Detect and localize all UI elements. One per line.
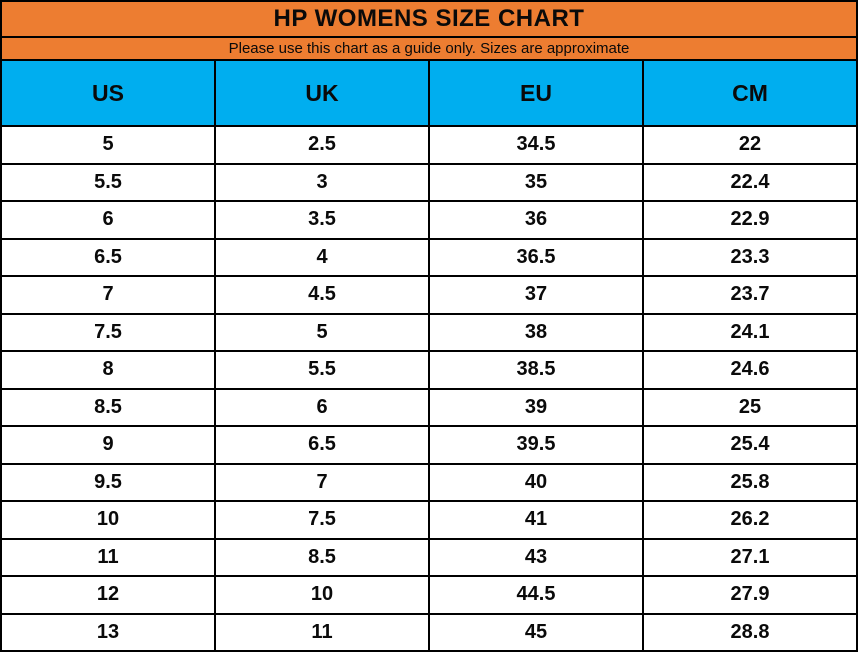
table-cell-eu-row13: 44.5: [430, 577, 642, 613]
table-cell-eu-row9: 39.5: [430, 427, 642, 463]
column-header-us: US: [2, 61, 214, 125]
table-cell-uk-row14: 11: [216, 614, 428, 650]
table-cell-cm-row13: 27.9: [644, 577, 856, 613]
table-cell-cm-row6: 24.1: [644, 314, 856, 350]
page-title: HP WOMENS SIZE CHART: [2, 2, 856, 36]
table-cell-uk-row12: 8.5: [216, 539, 428, 575]
table-cell-eu-row11: 41: [430, 502, 642, 538]
table-cell-uk-row10: 7: [216, 464, 428, 500]
table-cell-eu-row12: 43: [430, 539, 642, 575]
table-cell-us-row9: 9: [2, 427, 214, 463]
table-cell-cm-row7: 24.6: [644, 352, 856, 388]
size-table-grid: US UK EU CM 5 2.5 34.5 22 5.5 3 35 22.4 6 3.5 36 22.9 6.…: [2, 61, 856, 650]
chart-subtitle: Please use this chart as a guide only. S…: [2, 38, 856, 59]
table-cell-uk-row5: 4.5: [216, 277, 428, 313]
table-cell-uk-row11: 7.5: [216, 502, 428, 538]
table-cell-us-row11: 10: [2, 502, 214, 538]
table-cell-eu-row6: 38: [430, 314, 642, 350]
table-cell-us-row2: 5.5: [2, 164, 214, 200]
table-cell-us-row8: 8.5: [2, 389, 214, 425]
table-cell-us-row5: 7: [2, 277, 214, 313]
table-cell-eu-row4: 36.5: [430, 239, 642, 275]
table-cell-us-row3: 6: [2, 202, 214, 238]
table-cell-uk-row6: 5: [216, 314, 428, 350]
table-cell-eu-row3: 36: [430, 202, 642, 238]
table-cell-uk-row8: 6: [216, 389, 428, 425]
table-cell-eu-row2: 35: [430, 164, 642, 200]
table-cell-eu-row1: 34.5: [430, 127, 642, 163]
table-cell-cm-row5: 23.7: [644, 277, 856, 313]
table-cell-cm-row1: 22: [644, 127, 856, 163]
table-cell-uk-row2: 3: [216, 164, 428, 200]
table-cell-us-row14: 13: [2, 614, 214, 650]
table-cell-uk-row13: 10: [216, 577, 428, 613]
table-cell-us-row13: 12: [2, 577, 214, 613]
table-cell-us-row1: 5: [2, 127, 214, 163]
table-cell-cm-row2: 22.4: [644, 164, 856, 200]
table-cell-eu-row8: 39: [430, 389, 642, 425]
column-header-uk: UK: [216, 61, 428, 125]
table-cell-eu-row14: 45: [430, 614, 642, 650]
table-cell-cm-row4: 23.3: [644, 239, 856, 275]
table-cell-uk-row4: 4: [216, 239, 428, 275]
table-cell-uk-row7: 5.5: [216, 352, 428, 388]
column-header-cm: CM: [644, 61, 856, 125]
table-cell-uk-row9: 6.5: [216, 427, 428, 463]
table-cell-cm-row8: 25: [644, 389, 856, 425]
table-cell-uk-row3: 3.5: [216, 202, 428, 238]
table-cell-us-row6: 7.5: [2, 314, 214, 350]
table-cell-cm-row9: 25.4: [644, 427, 856, 463]
table-cell-cm-row10: 25.8: [644, 464, 856, 500]
table-cell-us-row4: 6.5: [2, 239, 214, 275]
column-header-eu: EU: [430, 61, 642, 125]
table-cell-us-row10: 9.5: [2, 464, 214, 500]
table-cell-eu-row10: 40: [430, 464, 642, 500]
table-cell-uk-row1: 2.5: [216, 127, 428, 163]
table-cell-cm-row12: 27.1: [644, 539, 856, 575]
table-cell-us-row12: 11: [2, 539, 214, 575]
table-cell-eu-row7: 38.5: [430, 352, 642, 388]
table-cell-cm-row14: 28.8: [644, 614, 856, 650]
table-cell-eu-row5: 37: [430, 277, 642, 313]
table-cell-cm-row11: 26.2: [644, 502, 856, 538]
table-cell-cm-row3: 22.9: [644, 202, 856, 238]
table-cell-us-row7: 8: [2, 352, 214, 388]
